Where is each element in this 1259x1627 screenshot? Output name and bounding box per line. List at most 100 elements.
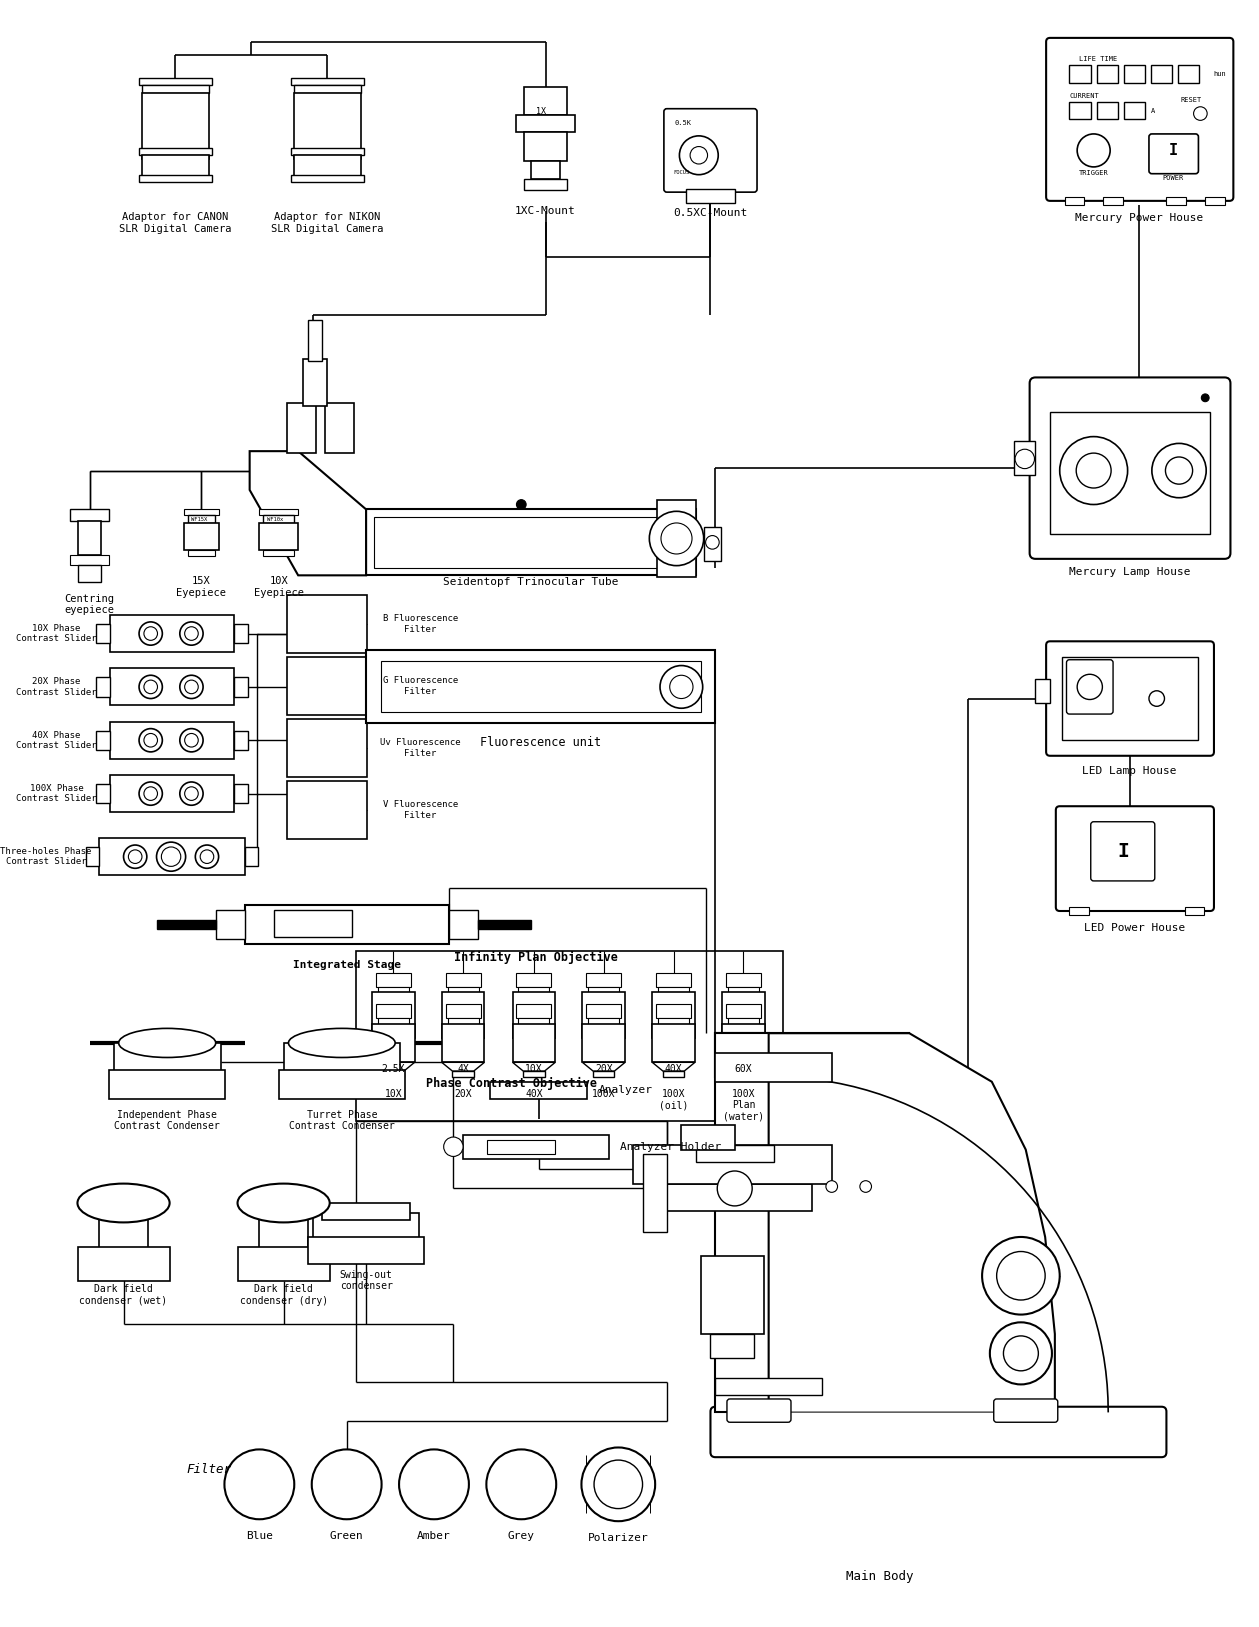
Bar: [138, 174, 212, 182]
FancyBboxPatch shape: [710, 1407, 1166, 1458]
Circle shape: [660, 665, 703, 708]
Bar: [633, 1145, 832, 1183]
Text: 100X
Plan
(water): 100X Plan (water): [723, 1088, 764, 1121]
Bar: [463, 1136, 608, 1160]
Circle shape: [1076, 452, 1112, 488]
Text: 1XC-Mount: 1XC-Mount: [515, 205, 575, 215]
Text: Independent Phase
Contrast Condenser: Independent Phase Contrast Condenser: [115, 1110, 220, 1131]
Bar: [71, 555, 110, 565]
Bar: [138, 148, 212, 155]
Circle shape: [1149, 691, 1165, 706]
Text: 100X Phase
Contrast Slider: 100X Phase Contrast Slider: [16, 784, 97, 804]
Bar: [356, 950, 783, 1121]
Bar: [1013, 441, 1035, 475]
Text: TRIGGER: TRIGGER: [1079, 169, 1108, 176]
Bar: [380, 661, 701, 713]
Bar: [184, 509, 219, 516]
Bar: [295, 93, 361, 159]
Text: B Fluorescence
Filter: B Fluorescence Filter: [383, 613, 458, 633]
Circle shape: [443, 1137, 463, 1157]
Circle shape: [138, 622, 162, 646]
Bar: [234, 784, 248, 804]
FancyBboxPatch shape: [1149, 133, 1199, 174]
Bar: [446, 1004, 481, 1019]
Bar: [383, 1046, 404, 1053]
Bar: [274, 909, 351, 937]
Bar: [487, 1141, 555, 1155]
Bar: [516, 973, 551, 986]
FancyBboxPatch shape: [1030, 377, 1230, 558]
Text: Polarizer: Polarizer: [588, 1533, 648, 1542]
Circle shape: [661, 522, 692, 553]
Text: 0.5K: 0.5K: [675, 120, 691, 127]
Bar: [519, 1019, 549, 1023]
Bar: [524, 1046, 545, 1053]
Polygon shape: [371, 1038, 414, 1046]
Bar: [681, 1126, 735, 1150]
Bar: [1069, 908, 1089, 914]
Text: 2.5X: 2.5X: [381, 1064, 405, 1074]
Bar: [234, 731, 248, 750]
Circle shape: [123, 844, 147, 869]
Circle shape: [185, 680, 198, 693]
Text: Uv Fluorescence
Filter: Uv Fluorescence Filter: [380, 739, 461, 758]
Bar: [291, 148, 364, 155]
Bar: [588, 986, 619, 992]
Text: Analyzer Holder: Analyzer Holder: [621, 1142, 721, 1152]
Bar: [71, 509, 110, 521]
Bar: [1124, 103, 1146, 119]
Bar: [110, 615, 234, 652]
Circle shape: [582, 1448, 655, 1521]
Bar: [138, 78, 212, 86]
Text: Three-holes Phase
Contrast Slider: Three-holes Phase Contrast Slider: [0, 848, 92, 866]
Text: 100X
(oil): 100X (oil): [658, 1088, 689, 1110]
Text: Mercury Lamp House: Mercury Lamp House: [1069, 568, 1190, 578]
Bar: [142, 93, 209, 159]
Circle shape: [180, 675, 203, 698]
Bar: [1151, 65, 1172, 83]
Bar: [587, 1004, 621, 1019]
Text: Swing-out
condenser: Swing-out condenser: [340, 1269, 393, 1292]
Circle shape: [650, 511, 704, 566]
FancyBboxPatch shape: [663, 109, 757, 192]
Text: 10X: 10X: [525, 1064, 543, 1074]
Bar: [452, 1071, 473, 1077]
Polygon shape: [583, 1062, 624, 1071]
Bar: [715, 1053, 832, 1082]
Circle shape: [161, 848, 181, 866]
Bar: [663, 1046, 685, 1053]
Bar: [442, 992, 485, 1038]
Text: RESET: RESET: [1180, 98, 1201, 103]
Text: Amber: Amber: [417, 1531, 451, 1541]
Bar: [583, 1023, 624, 1062]
Text: 20X Phase
Contrast Slider: 20X Phase Contrast Slider: [16, 677, 97, 696]
Bar: [696, 1145, 773, 1162]
Polygon shape: [583, 1038, 624, 1046]
Bar: [259, 509, 298, 516]
Circle shape: [990, 1323, 1053, 1385]
Text: 20X: 20X: [454, 1088, 472, 1098]
Bar: [78, 521, 101, 555]
Ellipse shape: [288, 1028, 395, 1058]
Text: 20X: 20X: [596, 1064, 613, 1074]
Bar: [244, 905, 448, 944]
Text: 40X: 40X: [665, 1064, 682, 1074]
Circle shape: [180, 729, 203, 752]
Bar: [1069, 65, 1090, 83]
Bar: [188, 550, 215, 556]
Circle shape: [144, 734, 157, 747]
Bar: [723, 1023, 764, 1062]
Bar: [142, 86, 209, 93]
Bar: [99, 838, 244, 875]
Circle shape: [312, 1450, 381, 1520]
Bar: [524, 88, 567, 114]
Bar: [303, 360, 327, 405]
Circle shape: [200, 849, 214, 864]
Circle shape: [224, 1450, 295, 1520]
Bar: [308, 321, 322, 361]
Circle shape: [138, 675, 162, 698]
Bar: [283, 1043, 400, 1072]
Bar: [448, 909, 477, 939]
Circle shape: [982, 1237, 1060, 1315]
Polygon shape: [512, 1038, 555, 1046]
